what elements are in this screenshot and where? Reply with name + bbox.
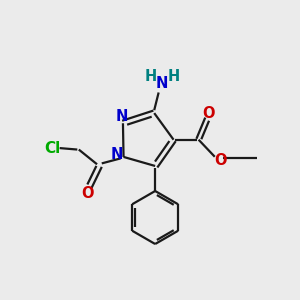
Text: Cl: Cl [44, 141, 60, 156]
Text: H: H [167, 69, 179, 84]
Text: H: H [145, 69, 157, 84]
Text: N: N [111, 147, 123, 162]
Text: O: O [81, 186, 94, 201]
Text: O: O [214, 153, 226, 168]
Text: N: N [155, 76, 168, 91]
Text: O: O [202, 106, 215, 121]
Text: N: N [115, 109, 128, 124]
